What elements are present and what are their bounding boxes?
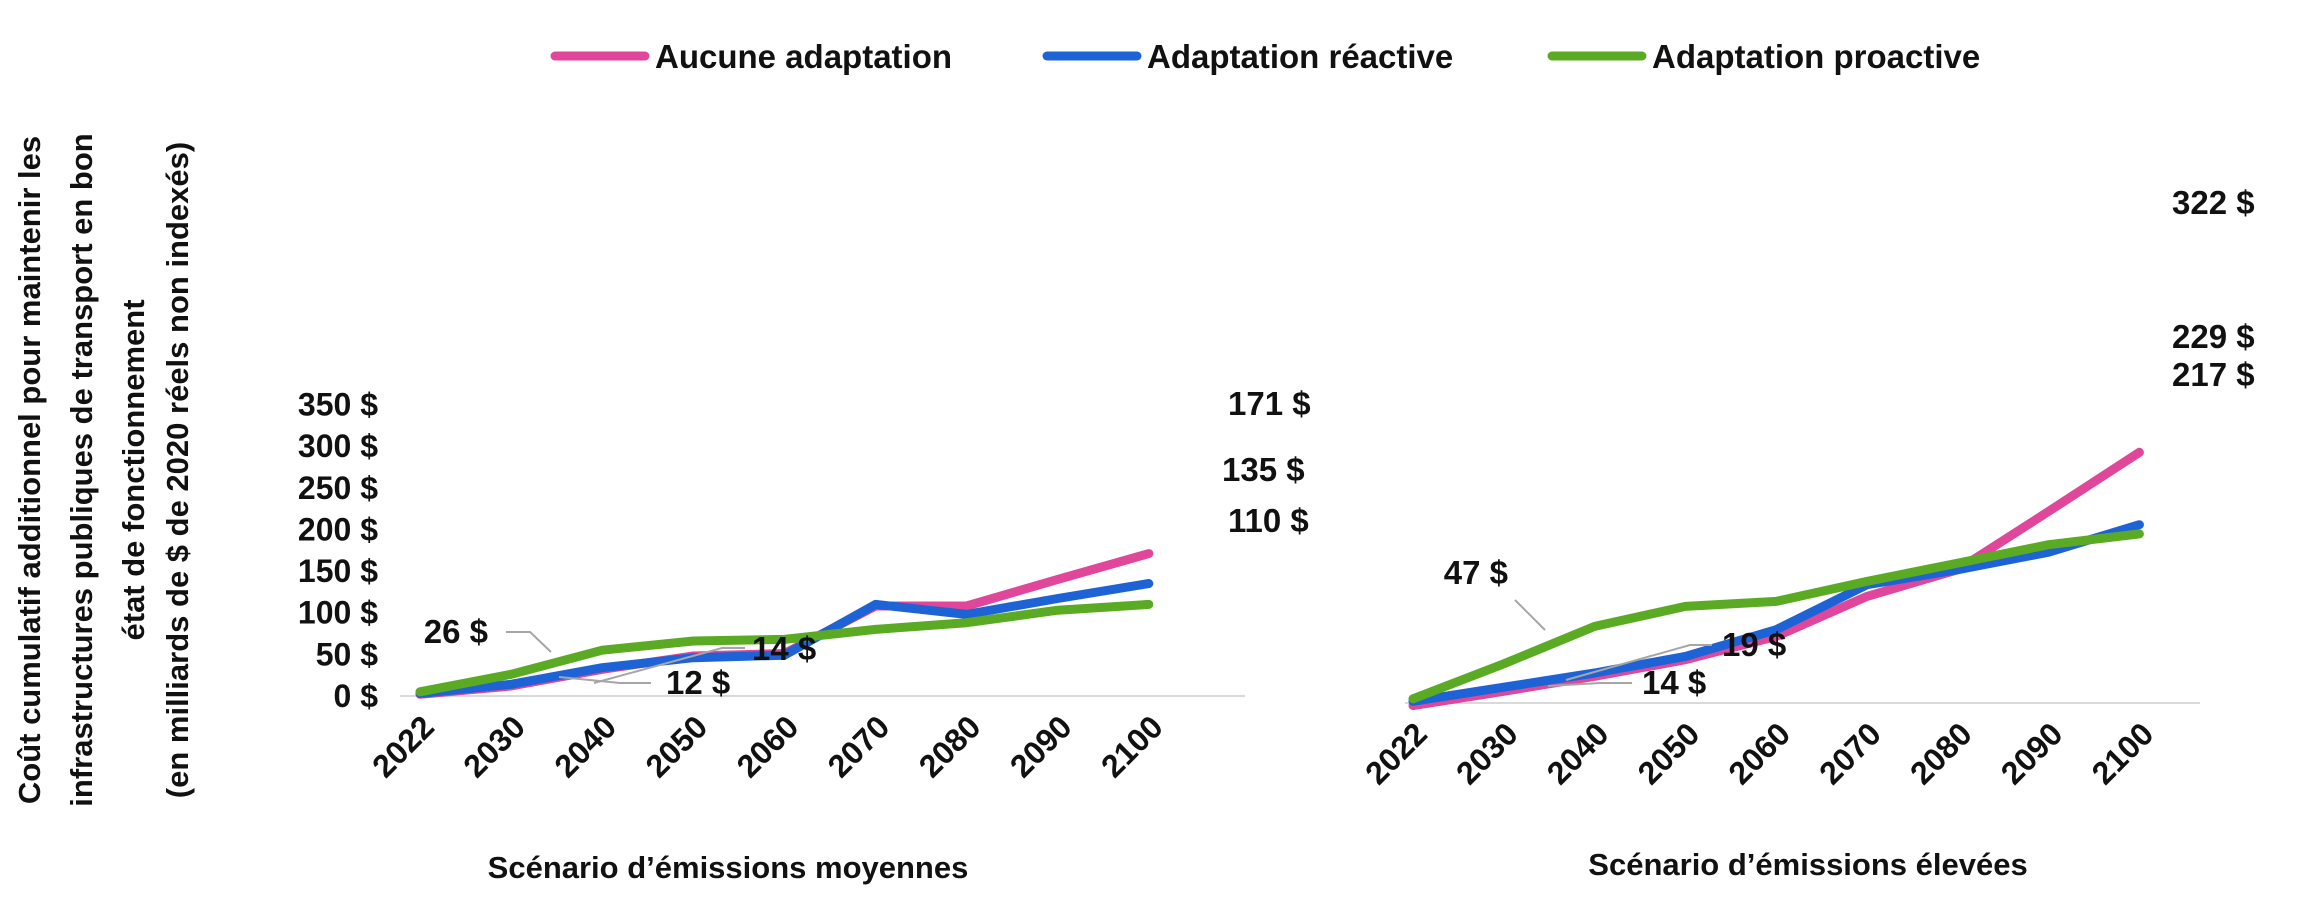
- y-tick-label: 350 $: [298, 386, 378, 422]
- data-label: 12 $: [666, 664, 730, 701]
- data-label: 110 $: [1228, 502, 1309, 539]
- data-label: 19 $: [1722, 626, 1786, 663]
- data-label: 171 $: [1228, 385, 1311, 422]
- data-label: 14 $: [1642, 664, 1706, 701]
- x-axis-title: Scénario d’émissions moyennes: [488, 850, 969, 885]
- series-line: [415, 579, 1154, 698]
- legend-label: Adaptation proactive: [1652, 38, 1980, 75]
- data-label: 47 $: [1444, 554, 1508, 591]
- y-tick-label: 50 $: [316, 636, 378, 672]
- x-tick-label: 2080: [912, 708, 988, 784]
- y-axis-title-line: Coût cumulatif additionnel pour mainteni…: [12, 136, 47, 804]
- x-tick-label: 2050: [1631, 715, 1707, 791]
- x-tick-label: 2050: [638, 708, 714, 784]
- chart-panel-medium-emissions: 0 $ 50 $ 100 $ 150 $ 200 $ 250 $ 300 $ 350 $ 202…: [298, 385, 1311, 885]
- y-axis-title-line: infrastructures publiques de transport e…: [64, 133, 99, 806]
- y-tick-label: 150 $: [298, 553, 378, 589]
- y-axis-title-line: (en milliards de $ de 2020 réels non ind…: [160, 142, 195, 798]
- x-tick-label: 2090: [1003, 708, 1079, 784]
- x-tick-label: 2060: [1721, 715, 1797, 791]
- leader-line: [1547, 682, 1632, 687]
- data-label: 322 $: [2172, 184, 2255, 221]
- data-label: 26 $: [424, 613, 488, 650]
- data-label: 135 $: [1222, 451, 1305, 488]
- data-label: 14 $: [752, 630, 816, 667]
- x-tick-label: 2090: [1994, 715, 2070, 791]
- y-tick-label: 200 $: [298, 511, 378, 547]
- leader-line: [1514, 599, 1546, 631]
- leader-line: [506, 631, 552, 653]
- legend: Aucune adaptation Adaptation réactive Adap…: [550, 38, 1980, 75]
- y-axis-title-line: état de fonctionnement: [116, 299, 151, 640]
- x-tick-label: 2100: [1094, 708, 1170, 784]
- x-axis-title: Scénario d’émissions élevées: [1588, 847, 2027, 882]
- data-label: 229 $: [2172, 318, 2255, 355]
- x-tick-label: 2070: [821, 708, 897, 784]
- y-axis-title: Coût cumulatif additionnel pour mainteni…: [12, 133, 195, 806]
- x-tick-label: 2070: [1812, 715, 1888, 791]
- series-line: [415, 599, 1154, 697]
- legend-label: Adaptation réactive: [1147, 38, 1453, 75]
- y-tick-label: 300 $: [298, 428, 378, 464]
- x-tick-label: 2030: [456, 708, 532, 784]
- leader-line: [1565, 644, 1712, 681]
- leader-line: [593, 647, 745, 684]
- x-tick-label: 2022: [1358, 715, 1434, 791]
- data-label: 217 $: [2172, 356, 2255, 393]
- y-tick-label: 0 $: [334, 678, 379, 714]
- x-tick-label: 2100: [2085, 715, 2161, 791]
- x-tick-label: 2030: [1449, 715, 1525, 791]
- y-tick-label: 100 $: [298, 595, 378, 631]
- x-tick-label: 2022: [365, 708, 441, 784]
- series-line: [1408, 447, 2144, 710]
- x-tick-label: 2060: [730, 708, 806, 784]
- legend-label: Aucune adaptation: [655, 38, 952, 75]
- series-line: [1408, 529, 2144, 704]
- leader-line: [558, 676, 651, 684]
- x-tick-label: 2040: [1540, 715, 1616, 791]
- series-line: [1408, 520, 2144, 706]
- x-tick-label: 2080: [1903, 715, 1979, 791]
- chart-panel-high-emissions: 2022 2030 2040 2050 2060 2070 2080 2090 2100 322 …: [1358, 184, 2254, 882]
- y-tick-label: 250 $: [298, 470, 378, 506]
- x-tick-label: 2040: [547, 708, 623, 784]
